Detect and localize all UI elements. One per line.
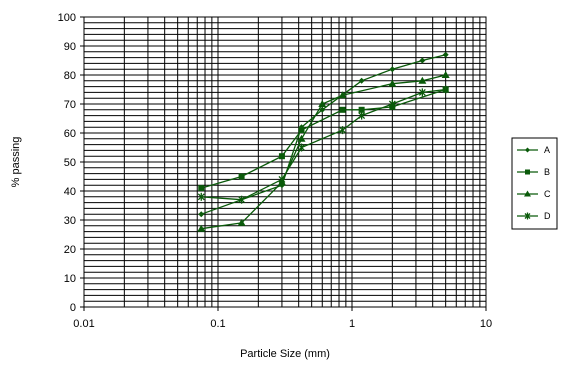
data-point-C [388, 79, 397, 87]
y-tick-label: 60 [64, 128, 76, 140]
data-point-C [197, 224, 206, 232]
y-axis-ticks: 0 10 20 30 40 50 60 70 80 90 100 [58, 12, 84, 314]
data-point-B [198, 185, 205, 192]
data-point-C [237, 218, 246, 226]
y-tick-label: 50 [64, 157, 76, 169]
series-A [198, 51, 449, 218]
series-layer [197, 51, 450, 232]
data-point-C [297, 134, 306, 142]
data-point-B [358, 106, 365, 113]
data-point-A [319, 106, 326, 113]
data-point-D [388, 100, 396, 108]
data-point-D [298, 143, 305, 152]
y-axis-label: % passing [10, 137, 22, 188]
y-tick-label: 70 [64, 99, 76, 111]
data-point-A [389, 66, 396, 73]
data-point-B [298, 127, 305, 134]
y-tick-label: 20 [64, 244, 76, 256]
data-point-D [278, 175, 286, 184]
data-point-D [238, 195, 246, 204]
data-point-B [278, 153, 285, 160]
data-point-A [419, 57, 426, 64]
y-tick-label: 90 [64, 41, 76, 53]
data-point-B [339, 106, 346, 113]
legend-box [511, 137, 558, 230]
x-tick-label: 0.01 [73, 318, 94, 330]
data-point-D [197, 192, 205, 201]
legend: A B C D [511, 137, 558, 230]
legend-marker [524, 190, 531, 197]
legend-item-A: A [517, 145, 550, 155]
data-point-A [358, 77, 365, 84]
y-tick-label: 10 [64, 273, 76, 285]
series-line-A [201, 54, 446, 215]
x-tick-label: 1 [349, 318, 355, 330]
legend-marker [525, 169, 530, 175]
data-point-D [358, 111, 366, 120]
y-tick-label: 40 [64, 186, 76, 198]
x-tick-label: 10 [480, 318, 492, 330]
data-point-C [441, 71, 450, 78]
data-point-C [318, 100, 327, 107]
x-tick-label: 0.1 [210, 318, 225, 330]
data-point-A [442, 51, 449, 58]
data-point-D [339, 126, 347, 135]
legend-item-C: C [517, 189, 551, 199]
data-point-C [418, 76, 427, 84]
legend-label: D [544, 211, 551, 221]
x-axis-label: Particle Size (mm) [240, 348, 330, 360]
legend-label: A [544, 145, 550, 155]
grid [83, 16, 487, 308]
legend-item-B: B [517, 167, 550, 177]
legend-marker [524, 212, 531, 220]
y-tick-label: 0 [70, 302, 76, 314]
series-line-B [201, 88, 446, 189]
legend-label: B [544, 167, 550, 177]
series-C [197, 71, 450, 232]
x-axis-ticks: 0.01 0.1 1 10 [73, 307, 492, 330]
legend-item-D: D [517, 211, 551, 221]
series-D [197, 85, 450, 204]
data-point-B [238, 173, 245, 180]
y-tick-label: 100 [58, 12, 76, 24]
y-tick-label: 80 [64, 70, 76, 82]
data-point-D [442, 85, 450, 94]
legend-label: C [544, 189, 551, 199]
y-tick-label: 30 [64, 215, 76, 227]
data-point-D [418, 88, 426, 97]
data-point-C [338, 91, 347, 99]
data-point-A [198, 211, 205, 218]
legend-marker [525, 147, 530, 153]
